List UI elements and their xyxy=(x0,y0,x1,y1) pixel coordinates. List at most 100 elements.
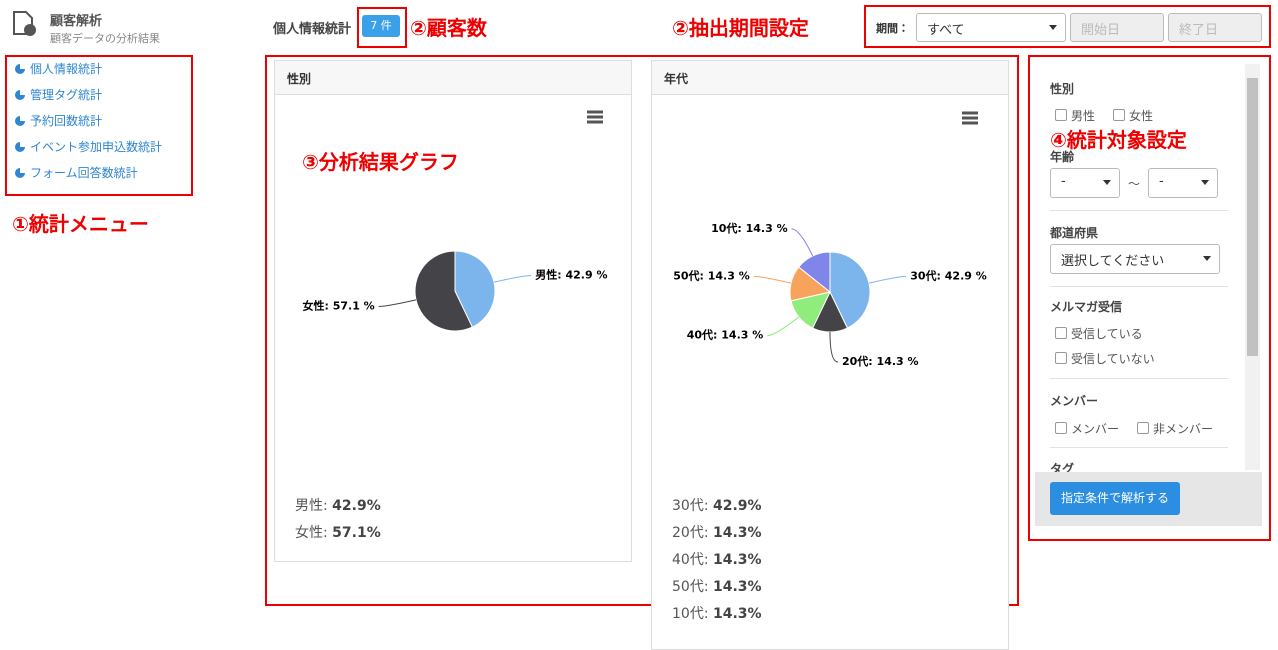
filter-title: 性別 xyxy=(1050,82,1075,96)
filter-title: 年齢 xyxy=(1050,150,1075,164)
data-label: 20代: 14.3 % xyxy=(842,354,919,368)
checkbox-label: 受信していない xyxy=(1071,352,1155,366)
chart-panel: 性別 xyxy=(274,60,632,562)
annotation: ④統計対象設定 xyxy=(1050,128,1187,152)
checkbox[interactable]: 男性 xyxy=(1055,107,1095,124)
page: page {"header": {"title": "顧客解析", "subti… xyxy=(5,5,1271,650)
summary-value: 57.1% xyxy=(332,525,381,541)
pie-slice xyxy=(829,251,871,329)
app-icon xyxy=(13,11,36,36)
annotation: ②顧客数 xyxy=(410,16,487,40)
summary-value: 42.9% xyxy=(712,498,762,514)
panel-title: 年代 xyxy=(652,61,1008,95)
leader-line xyxy=(753,275,792,284)
summary-row: 50代: 14.3% xyxy=(672,576,762,596)
highlight-box xyxy=(864,5,1271,48)
summary-label: 女性: xyxy=(295,525,328,541)
charts: 男性: 42.9 % 女性: 57.1 % 30代: 42.9 % 20代: 14.3… xyxy=(302,110,987,368)
body: 顧客解析 顧客データの分析結果 個人情報統計 管理タグ統計 予約回数統計 イベント参加… xyxy=(5,5,1271,650)
app-title: 顧客解析 xyxy=(50,14,103,29)
divider xyxy=(1050,286,1228,287)
leader-line xyxy=(767,316,800,337)
menu-item[interactable]: フォーム回答数統計 xyxy=(15,164,138,181)
annotation: ①統計メニュー xyxy=(12,212,149,236)
summary-row: 40代: 14.3% xyxy=(672,549,762,569)
pref-select[interactable]: 選択してください xyxy=(1050,244,1220,274)
summary-label: 20代: xyxy=(672,525,709,541)
leader-line xyxy=(829,331,839,363)
highlight-box xyxy=(357,7,407,48)
summary-label: 10代: xyxy=(672,606,709,622)
summary-value: 14.3% xyxy=(712,606,762,622)
age-to[interactable]: - xyxy=(1148,168,1218,198)
leader-line xyxy=(493,275,532,283)
highlight-box xyxy=(265,55,1019,606)
period-label: 期間： xyxy=(876,22,909,35)
data-label: 男性: 42.9 % xyxy=(535,268,607,282)
checkbox[interactable]: 受信している xyxy=(1055,325,1143,342)
checkbox-label: メンバー xyxy=(1071,422,1120,436)
menu-item[interactable]: イベント参加申込数統計 xyxy=(15,138,162,155)
annotation: ③分析結果グラフ xyxy=(302,150,459,174)
leader-line xyxy=(378,299,417,307)
checkbox-label: 男性 xyxy=(1071,109,1096,123)
menu-icon xyxy=(15,168,25,178)
data-label: 50代: 14.3 % xyxy=(673,268,750,282)
divider xyxy=(1050,447,1228,448)
menu-icon xyxy=(15,90,25,100)
menu-label: 個人情報統計 xyxy=(30,62,103,76)
highlight-box xyxy=(5,55,193,196)
checkbox[interactable]: 女性 xyxy=(1113,107,1153,124)
chart-panel: 年代 xyxy=(651,60,1009,650)
summary-row: 30代: 42.9% xyxy=(672,495,762,515)
analyze-button[interactable]: 指定条件で解析する xyxy=(1050,482,1180,515)
data-label: 40代: 14.3 % xyxy=(687,328,764,342)
summary-row: 男性: 42.9% xyxy=(295,495,381,515)
filter-panel xyxy=(1035,62,1262,526)
menu-icon xyxy=(15,64,25,74)
menu-label: 管理タグ統計 xyxy=(30,88,103,102)
summary-label: 男性: xyxy=(295,498,328,514)
period-select[interactable]: すべて xyxy=(916,13,1066,42)
menu-icon xyxy=(15,116,25,126)
highlight-box xyxy=(1028,55,1271,541)
summary-row: 20代: 14.3% xyxy=(672,522,762,542)
scrollbar[interactable] xyxy=(1245,64,1260,470)
menu-item[interactable]: 予約回数統計 xyxy=(15,112,102,129)
summary-value: 14.3% xyxy=(712,579,762,595)
age-from[interactable]: - xyxy=(1050,168,1120,198)
checkbox[interactable]: 非メンバー xyxy=(1137,420,1213,437)
count-badge: 7 件 xyxy=(362,15,400,37)
menu-label: フォーム回答数統計 xyxy=(30,166,138,180)
age-sep: ～ xyxy=(1128,177,1141,191)
annotation: ②抽出期間設定 xyxy=(672,16,809,40)
checkbox[interactable]: メンバー xyxy=(1055,420,1119,437)
toolbar-label: 個人情報統計 xyxy=(273,22,352,37)
filter-title: 都道府県 xyxy=(1050,226,1099,240)
menu-item[interactable]: 個人情報統計 xyxy=(15,60,102,77)
summary-value: 14.3% xyxy=(712,525,762,541)
menu-icon xyxy=(15,142,25,152)
data-label: 10代: 14.3 % xyxy=(711,221,788,235)
data-label: 30代: 42.9 % xyxy=(910,268,987,282)
summary-label: 40代: xyxy=(672,552,709,568)
summary-value: 14.3% xyxy=(712,552,762,568)
pie-slice xyxy=(798,251,831,294)
summary-row: 女性: 57.1% xyxy=(295,522,381,542)
summary-value: 42.9% xyxy=(332,498,381,514)
checkbox-label: 非メンバー xyxy=(1153,422,1214,436)
pie-slice xyxy=(454,250,496,328)
divider xyxy=(1050,210,1228,211)
menu-label: イベント参加申込数統計 xyxy=(30,140,163,154)
summary-label: 30代: xyxy=(672,498,709,514)
summary-row: 10代: 14.3% xyxy=(672,603,762,623)
menu-item[interactable]: 管理タグ統計 xyxy=(15,86,102,103)
checkbox-label: 受信している xyxy=(1071,327,1143,341)
panel-title: 性別 xyxy=(275,61,631,95)
checkbox[interactable]: 受信していない xyxy=(1055,350,1155,367)
leader-line xyxy=(791,228,814,257)
summary-label: 50代: xyxy=(672,579,709,595)
data-label: 女性: 57.1 % xyxy=(302,298,374,312)
start-date[interactable]: 開始日 xyxy=(1070,13,1164,42)
end-date[interactable]: 終了日 xyxy=(1168,13,1262,42)
